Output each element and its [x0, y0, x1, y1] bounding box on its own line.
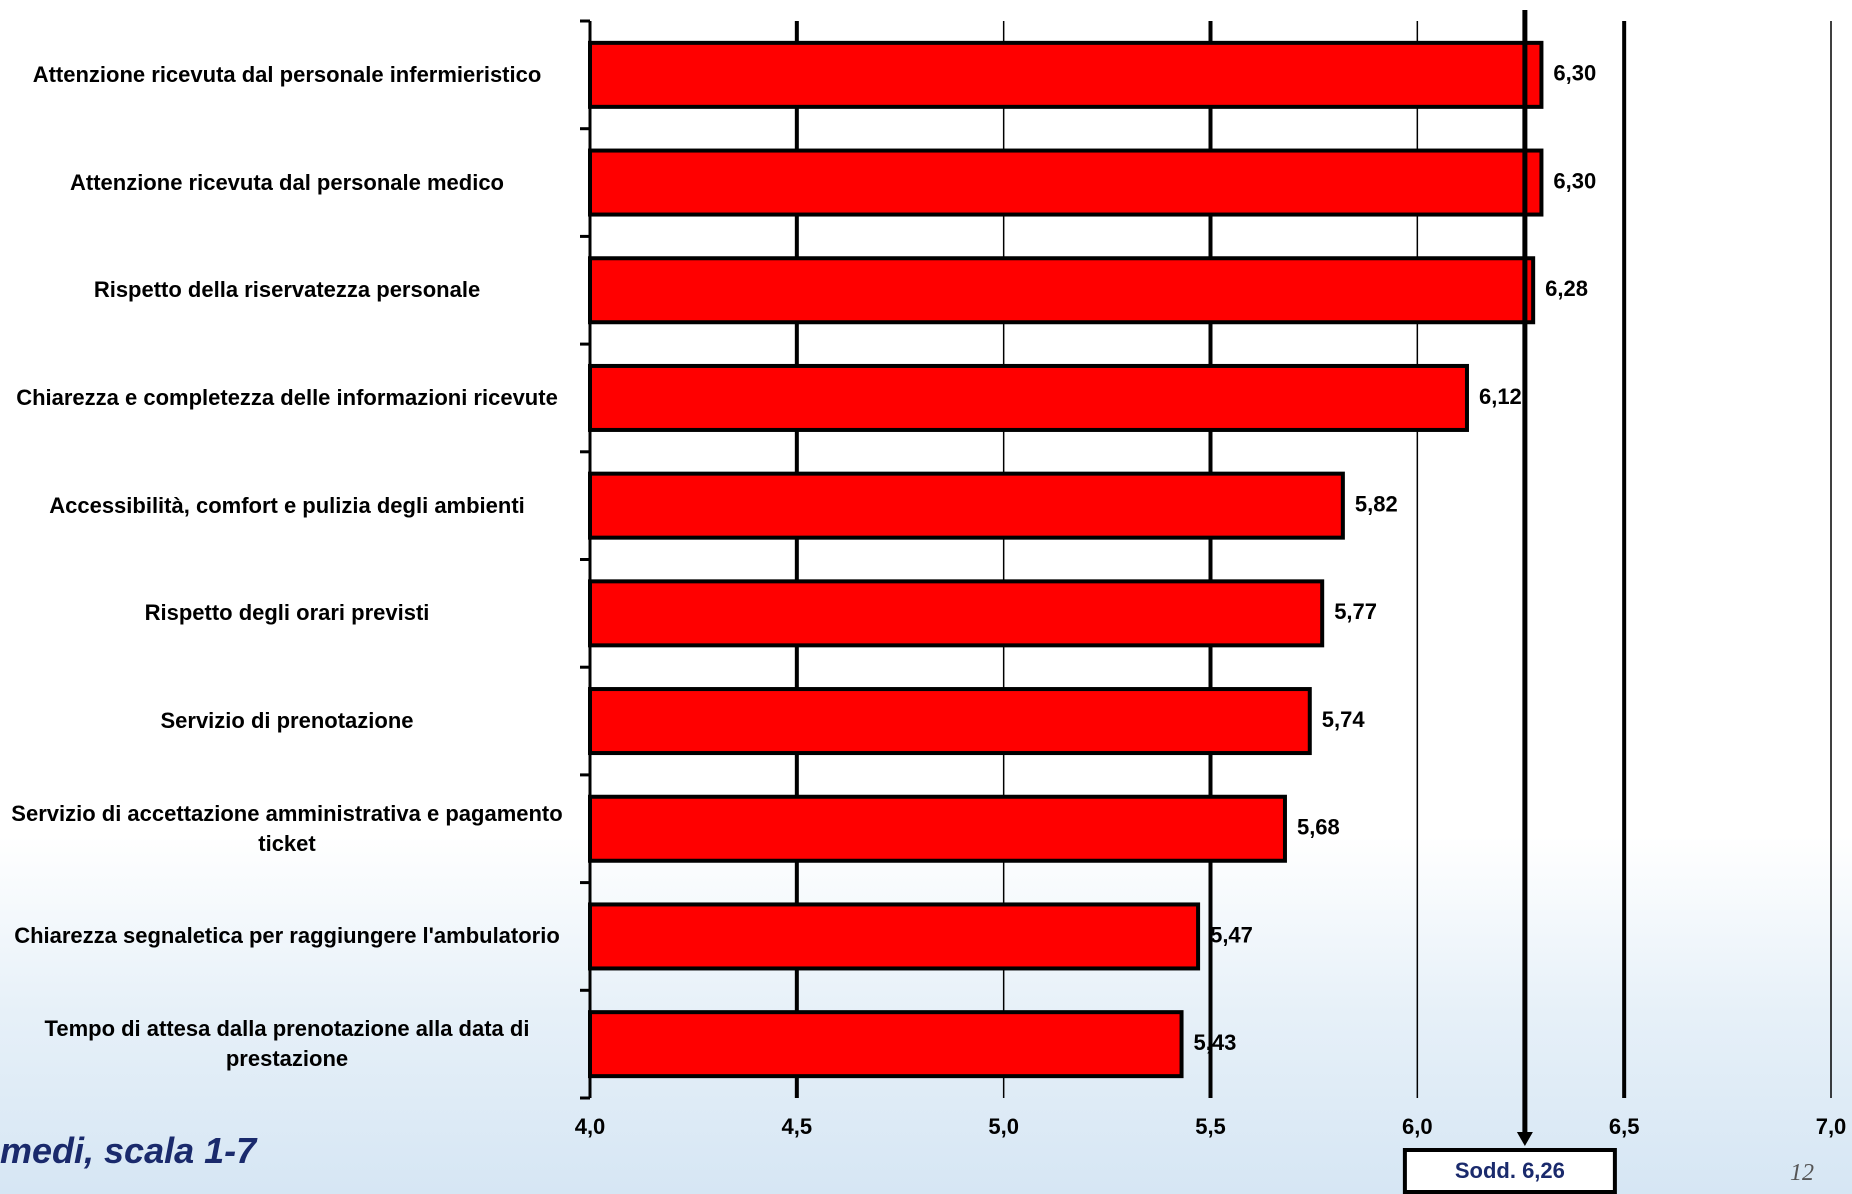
category-label: Accessibilità, comfort e pulizia degli a…: [49, 492, 525, 518]
value-label: 5,68: [1297, 815, 1340, 840]
value-label: 6,30: [1553, 61, 1596, 86]
value-label: 5,82: [1355, 491, 1398, 516]
category-label: Attenzione ricevuta dal personale inferm…: [32, 61, 542, 87]
x-tick-label: 5,5: [1195, 1114, 1226, 1139]
value-label: 5,43: [1194, 1030, 1237, 1055]
category-label: Servizio di accettazione amministrativa …: [11, 800, 563, 856]
bar: [588, 687, 1312, 756]
bar: [588, 794, 1287, 863]
bar: [588, 40, 1544, 109]
bar: [588, 1010, 1184, 1079]
value-label: 6,12: [1479, 384, 1522, 409]
reference-box: [1402, 1148, 1617, 1194]
bar: [588, 363, 1469, 432]
bar: [588, 148, 1544, 217]
reference-label: Sodd. 6,26: [1455, 1158, 1565, 1183]
x-tick-label: 5,0: [988, 1114, 1019, 1139]
bar: [588, 902, 1201, 971]
category-label: Attenzione ricevuta dal personale medico: [69, 169, 504, 195]
x-tick-label: 6,5: [1609, 1114, 1640, 1139]
x-tick-label: 4,0: [575, 1114, 606, 1139]
category-label: Servizio di prenotazione: [160, 708, 414, 734]
category-label: Rispetto degli orari previsti: [144, 600, 430, 626]
value-label: 5,47: [1210, 922, 1253, 947]
category-label: Rispetto della riservatezza personale: [93, 277, 481, 303]
bar: [588, 579, 1325, 648]
x-tick-label: 4,5: [782, 1114, 813, 1139]
category-label: Chiarezza e completezza delle informazio…: [16, 384, 558, 410]
value-label: 5,74: [1322, 707, 1366, 732]
x-tick-label: 7,0: [1816, 1114, 1847, 1139]
category-label: Tempo di attesa dalla prenotazione alla …: [44, 1016, 530, 1072]
value-label: 5,77: [1334, 599, 1377, 624]
footnote: medi, scala 1-7: [0, 1130, 257, 1171]
reference-arrow: [1516, 1132, 1533, 1146]
page-number: 12: [1790, 1160, 1814, 1186]
value-label: 6,28: [1545, 276, 1588, 301]
bar: [588, 471, 1345, 540]
x-tick-label: 6,0: [1402, 1114, 1433, 1139]
bar: [588, 256, 1536, 325]
value-label: 6,30: [1553, 168, 1596, 193]
category-label: Chiarezza segnaletica per raggiungere l'…: [14, 923, 560, 949]
